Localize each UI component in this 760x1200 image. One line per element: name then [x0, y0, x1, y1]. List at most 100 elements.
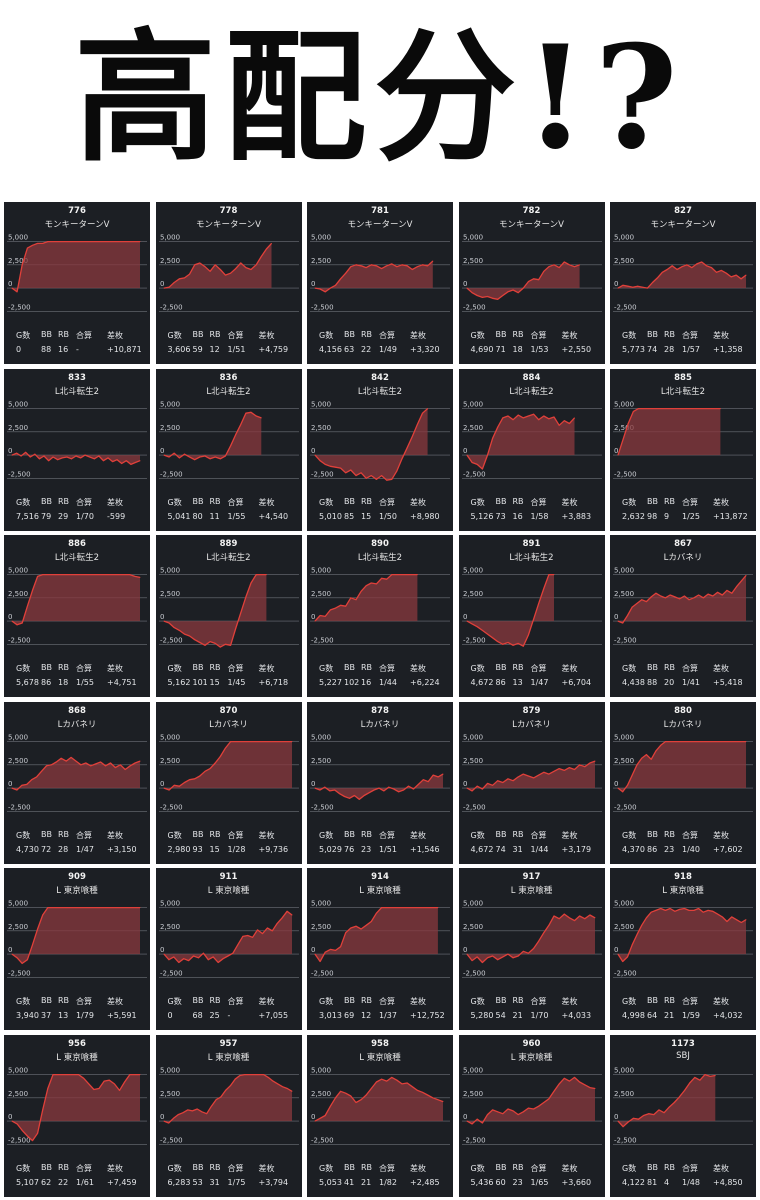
data-point [736, 740, 737, 742]
y-tick-label: 5,000 [311, 1066, 331, 1074]
data-point [110, 762, 111, 763]
data-point [172, 1117, 174, 1119]
data-point [740, 278, 742, 280]
data-point [345, 1092, 347, 1094]
y-tick-label: 2,500 [8, 423, 28, 431]
stat-value: 1/61 [76, 1177, 94, 1187]
y-tick-label: 5,000 [311, 733, 331, 741]
stat-value: 7,516 [16, 511, 39, 521]
data-point [67, 574, 69, 576]
machine-name: L 東京喰種 [207, 886, 250, 896]
stat-header-label: 差枚 [410, 997, 426, 1006]
machine-chart-panel: 778 モンキーターンV 5,000 2,500 0 -2,500 G数 BB RB 合算 差枚 3,… [155, 202, 302, 364]
data-point [355, 599, 357, 601]
data-point [229, 272, 231, 274]
machine-number: 836 [219, 372, 238, 383]
data-point [37, 1132, 39, 1134]
data-point [186, 1108, 188, 1110]
stat-value: 28 [58, 844, 69, 854]
data-point [512, 779, 514, 781]
y-tick-label: -2,500 [311, 636, 334, 644]
data-point [52, 241, 54, 243]
data-point [291, 914, 292, 916]
stat-header-label: BB [495, 663, 507, 672]
data-point [344, 795, 345, 797]
data-point [422, 907, 423, 909]
data-point [411, 907, 413, 909]
data-point [491, 955, 493, 957]
machine-chart-panel: 879 Lカバネリ 5,000 2,500 0 -2,500 G数 BB RB 合算 差枚 4,672… [458, 701, 605, 864]
data-point [689, 407, 691, 409]
data-point [286, 910, 288, 912]
stat-value: +13,872 [713, 511, 748, 521]
data-point [650, 758, 652, 760]
data-point [108, 1079, 110, 1081]
stat-value: 22 [361, 345, 372, 354]
stat-header-label: BB [647, 496, 658, 506]
machine-number: 884 [522, 372, 541, 383]
data-point [314, 787, 316, 789]
data-point [62, 907, 64, 909]
slump-graph: 5,000 2,500 0 -2,500 [158, 234, 299, 312]
data-point [212, 956, 214, 958]
series-area [315, 261, 433, 292]
data-point [285, 740, 287, 742]
data-point [16, 1122, 18, 1124]
data-point [72, 1073, 74, 1075]
y-tick-label: 5,000 [463, 1066, 483, 1074]
data-point [246, 935, 248, 936]
slump-graph: 5,000 2,500 0 -2,500 [158, 900, 299, 978]
slump-graph: 5,000 2,500 0 -2,500 [158, 567, 299, 648]
data-point [740, 740, 742, 742]
stat-value: 1/50 [379, 511, 397, 521]
data-point [648, 1112, 650, 1114]
data-point [537, 279, 539, 281]
y-tick-label: 0 [463, 447, 467, 455]
data-point [196, 1108, 198, 1109]
series-line [465, 413, 575, 470]
data-point [98, 907, 100, 909]
machine-number: 879 [522, 705, 541, 716]
data-point [694, 407, 696, 409]
machine-name: モンキーターンV [499, 220, 564, 230]
data-point [694, 1076, 696, 1078]
stat-header-label: RB [512, 1162, 524, 1172]
data-point [129, 241, 131, 243]
machine-name: L北斗転生2 [54, 386, 100, 397]
data-point [594, 760, 595, 762]
data-point [265, 740, 267, 742]
data-point [360, 265, 362, 267]
data-point [183, 633, 185, 635]
data-point [250, 582, 251, 584]
data-point [517, 955, 519, 957]
data-point [471, 623, 473, 625]
data-point [481, 788, 483, 789]
stat-header-label: 差枚 [561, 1163, 578, 1173]
data-point [163, 1120, 164, 1122]
data-point [668, 1106, 670, 1108]
y-tick-label: 2,500 [614, 923, 634, 931]
stat-header-label: 差枚 [107, 997, 123, 1006]
data-point [370, 474, 372, 476]
data-point [643, 407, 645, 409]
slump-graph: 5,000 2,500 0 -2,500 [461, 400, 602, 479]
y-tick-label: 0 [160, 780, 164, 788]
data-point [422, 412, 423, 414]
chart-grid: 776 モンキーターンV 5,000 2,500 0 -2,500 G数 BB RB 合算 差枚 0 8… [4, 202, 756, 1197]
data-point [20, 455, 22, 456]
stat-header-label: BB [41, 996, 52, 1005]
data-point [386, 479, 388, 481]
data-point [173, 282, 175, 283]
machine-number: 890 [371, 539, 389, 549]
data-point [95, 762, 97, 764]
stat-value: 1/49 [379, 345, 397, 354]
data-point [172, 956, 174, 958]
data-point [183, 453, 185, 455]
data-point [214, 762, 216, 763]
machine-name: Lカバネリ [512, 719, 551, 730]
data-point [707, 909, 709, 911]
machine-number: 870 [219, 705, 238, 716]
data-point [291, 740, 292, 742]
data-point [183, 277, 185, 279]
y-tick-label: 5,000 [160, 1066, 180, 1074]
